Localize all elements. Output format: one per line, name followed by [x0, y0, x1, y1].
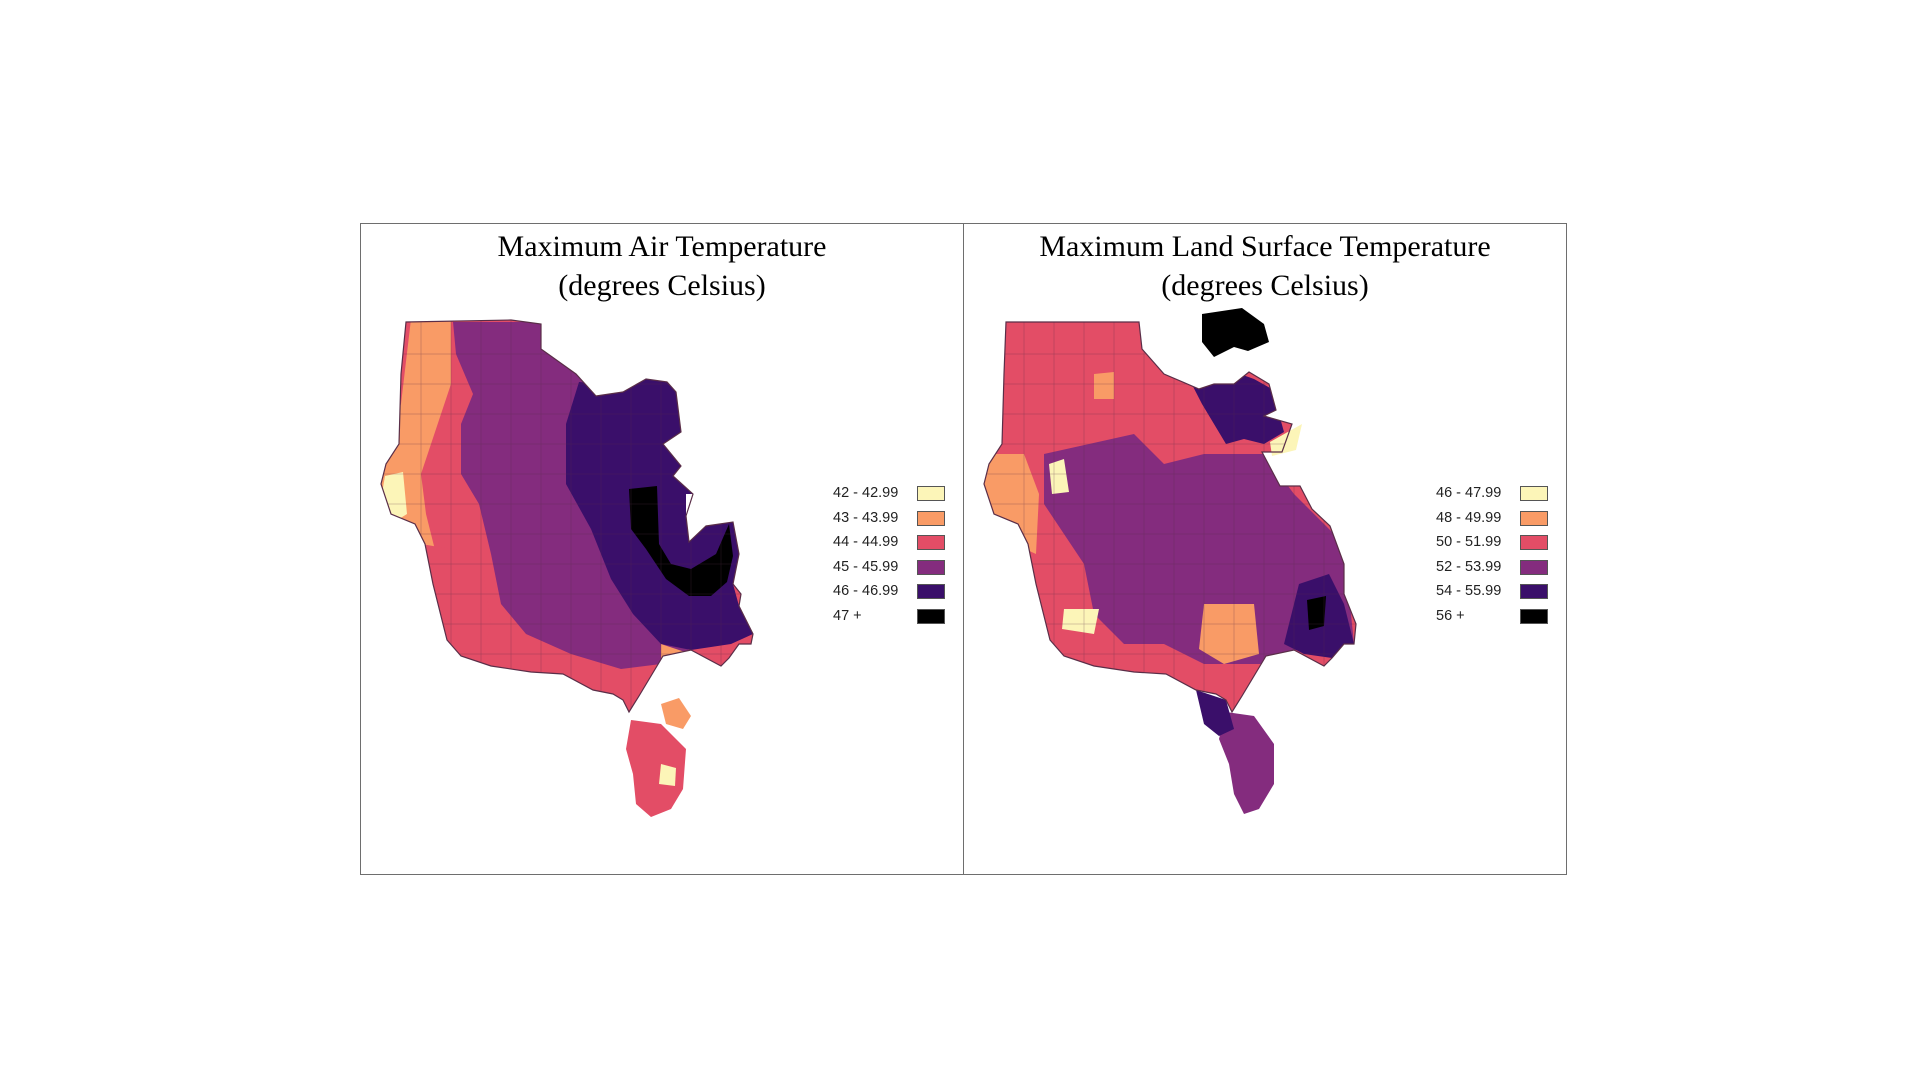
lst-south-lobe	[1219, 712, 1274, 814]
air-temperature-legend: 42 - 42.99 43 - 43.99 44 - 44.99 45 - 45…	[833, 482, 953, 629]
air-temp-south-lobe	[626, 720, 686, 817]
legend-swatch	[1520, 608, 1548, 624]
air-temp-south-lobe-warm	[661, 698, 691, 729]
legend-item: 52 - 53.99	[1436, 556, 1556, 581]
legend-swatch	[917, 608, 945, 624]
legend-swatch	[1520, 584, 1548, 599]
lst-zone-48-north	[1094, 372, 1114, 399]
lst-zone-46-south	[1062, 609, 1099, 634]
legend-swatch	[1520, 559, 1548, 575]
air-temp-south-lobe-cool	[659, 764, 676, 786]
legend-swatch	[1520, 535, 1548, 550]
lst-boundary	[983, 321, 1357, 714]
legend-label: 42 - 42.99	[833, 485, 899, 501]
legend-swatch	[917, 510, 945, 526]
air-temperature-choropleth-map	[380, 319, 754, 817]
air-temp-zone-47	[629, 486, 733, 596]
air-temperature-map-panel: Maximum Air Temperature (degrees Celsius…	[360, 223, 964, 875]
legend-swatch	[917, 535, 945, 550]
legend-item: 45 - 45.99	[833, 556, 953, 581]
legend-label: 46 - 46.99	[833, 583, 899, 599]
legend-item: 46 - 47.99	[1436, 482, 1556, 507]
lst-zone-52	[1044, 434, 1354, 664]
land-surface-temperature-map-panel: Maximum Land Surface Temperature (degree…	[963, 223, 1567, 875]
legend-label: 52 - 53.99	[1436, 558, 1502, 575]
legend-item: 48 - 49.99	[1436, 507, 1556, 532]
air-temp-boundary	[380, 319, 754, 714]
legend-label: 44 - 44.99	[833, 534, 899, 550]
legend-item: 47 +	[833, 605, 953, 630]
lst-zone-56-north	[1202, 308, 1269, 357]
legend-label: 43 - 43.99	[833, 509, 899, 526]
land-surface-temperature-title-line1: Maximum Land Surface Temperature	[1039, 230, 1491, 263]
legend-item: 42 - 42.99	[833, 482, 953, 507]
air-temp-zone-42	[381, 472, 407, 524]
legend-label: 54 - 55.99	[1436, 583, 1502, 599]
lst-zone-56-east	[1307, 596, 1326, 630]
lst-zone-48-south	[1199, 604, 1259, 664]
legend-swatch	[917, 559, 945, 575]
land-surface-temperature-legend: 46 - 47.99 48 - 49.99 50 - 51.99 52 - 53…	[1436, 482, 1556, 629]
legend-label: 56 +	[1436, 607, 1465, 624]
legend-label: 48 - 49.99	[1436, 509, 1502, 526]
legend-item: 50 - 51.99	[1436, 531, 1556, 556]
legend-swatch	[1520, 486, 1548, 501]
air-temperature-map-title: Maximum Air Temperature (degrees Celsius…	[361, 227, 963, 305]
legend-label: 47 +	[833, 607, 862, 624]
legend-item: 54 - 55.99	[1436, 580, 1556, 605]
legend-item: 56 +	[1436, 605, 1556, 630]
lst-south-lobe-hot	[1196, 690, 1234, 736]
legend-swatch	[917, 486, 945, 501]
land-surface-temperature-title-line2: (degrees Celsius)	[1161, 269, 1369, 302]
legend-item: 44 - 44.99	[833, 531, 953, 556]
land-surface-temperature-map-title: Maximum Land Surface Temperature (degree…	[964, 227, 1566, 305]
legend-swatch	[1520, 510, 1548, 526]
legend-swatch	[917, 584, 945, 599]
legend-item: 43 - 43.99	[833, 507, 953, 532]
legend-label: 46 - 47.99	[1436, 485, 1502, 501]
legend-item: 46 - 46.99	[833, 580, 953, 605]
legend-label: 45 - 45.99	[833, 558, 899, 575]
air-temp-zone-44-south	[421, 544, 491, 664]
land-surface-temperature-choropleth-map	[983, 308, 1357, 814]
air-temperature-title-line2: (degrees Celsius)	[558, 269, 766, 302]
air-temperature-title-line1: Maximum Air Temperature	[497, 230, 827, 263]
legend-label: 50 - 51.99	[1436, 534, 1502, 550]
